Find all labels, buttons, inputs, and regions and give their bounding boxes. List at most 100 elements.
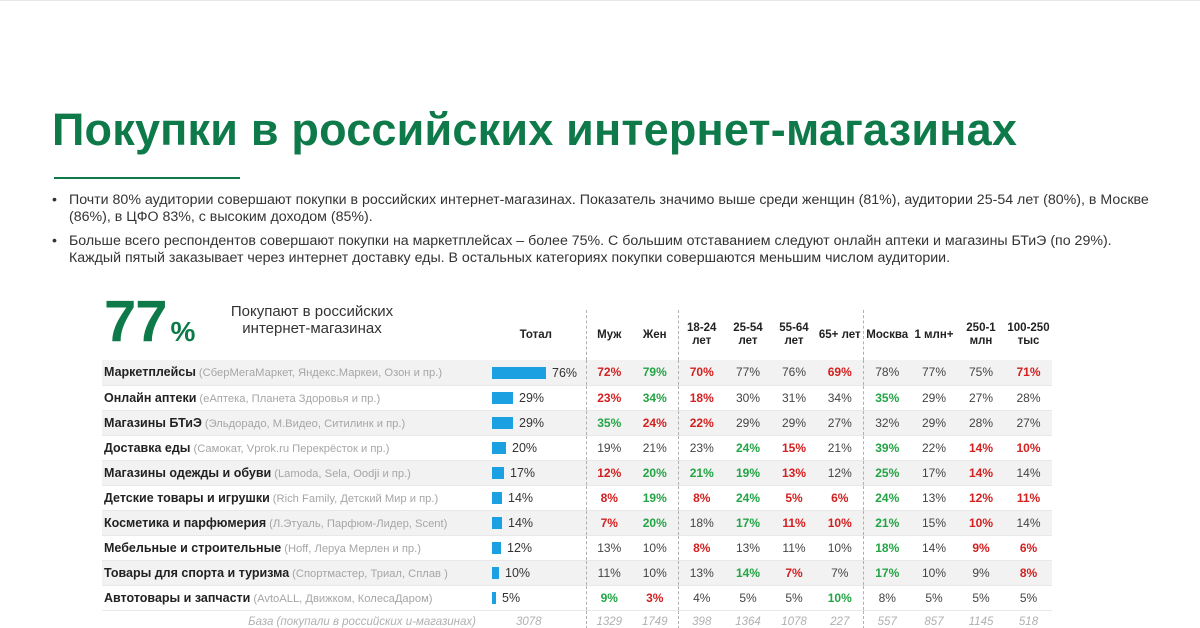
total-cell: 14% (486, 510, 586, 536)
total-cell: 14% (486, 485, 586, 511)
total-cell: 5% (486, 585, 586, 611)
category-name: Автотовары и запчасти (104, 590, 251, 605)
value-cell-m: 8% (585, 485, 632, 511)
value-cell-a2554: 29% (725, 410, 771, 436)
total-value: 10% (505, 565, 531, 580)
value-cell-c100: 14% (1005, 460, 1052, 486)
value-cell-c100: 28% (1005, 385, 1052, 411)
value-cell-m: 7% (585, 510, 632, 536)
header-a1824: 18-24 лет (677, 310, 725, 360)
headline-number: 77 (104, 289, 168, 354)
category-name: Доставка еды (104, 440, 191, 455)
value-cell-m: 12% (585, 460, 632, 486)
total-value: 5% (502, 590, 521, 605)
base-value: 1329 (585, 610, 632, 628)
base-value: 1749 (641, 616, 668, 628)
value-cell-a65: 10% (817, 510, 863, 536)
value-cell-m: 35% (585, 410, 632, 436)
header-c100: 100-250 тыс (1007, 322, 1050, 347)
table-row: Доставка еды (Самокат, Vprok.ru Перекрёст… (102, 435, 1052, 461)
category-cell: Детские товары и игрушки (Rich Family, Де… (102, 485, 486, 511)
category-name: Магазины одежды и обуви (104, 465, 272, 480)
base-value: 3078 (516, 616, 542, 628)
category-name: Маркетплейсы (104, 365, 196, 380)
value-cell-c250: 27% (957, 385, 1005, 411)
total-cell: 76% (486, 360, 586, 386)
total-bar (492, 591, 496, 604)
total-bar (492, 391, 513, 404)
total-value: 14% (508, 490, 534, 505)
value-cell-a5564: 5% (771, 585, 817, 611)
value-cell-a1824: 18% (677, 510, 725, 536)
table-row: Косметика и парфюмерия (Л.Этуаль, Парфюм-… (102, 510, 1052, 536)
category-cell: Маркетплейсы (СберМегаМаркет, Яндекс.Марк… (102, 360, 486, 386)
value-cell-a65: 34% (817, 385, 863, 411)
header-total: Тотал (519, 328, 552, 341)
category-cell: Автотовары и запчасти (AvtoALL, Движком, … (102, 585, 486, 611)
total-cell: 20% (486, 435, 586, 461)
table-row: Магазины одежды и обуви (Lamoda, Sela, Oo… (102, 460, 1052, 486)
value-cell-c100: 10% (1005, 435, 1052, 461)
header-blank (102, 310, 486, 360)
value-cell-c250: 14% (957, 460, 1005, 486)
table-row: Детские товары и игрушки (Rich Family, Де… (102, 485, 1052, 511)
base-value: 227 (830, 616, 850, 628)
header-a2554: 25-54 лет (733, 322, 763, 347)
table-row: Автотовары и запчасти (AvtoALL, Движком, … (102, 585, 1052, 611)
value-cell-c100: 6% (1005, 535, 1052, 561)
value-cell-f: 79% (632, 360, 678, 386)
category-examples: (СберМегаМаркет, Яндекс.Маркеи, Озон и п… (198, 367, 443, 380)
table-row: Маркетплейсы (СберМегаМаркет, Яндекс.Марк… (102, 360, 1052, 386)
value-cell-m: 13% (585, 535, 632, 561)
value-cell-c1m: 22% (911, 435, 957, 461)
value-cell-c250: 9% (957, 560, 1005, 586)
value-cell-a1824: 21% (677, 460, 725, 486)
value-cell-f: 10% (632, 560, 678, 586)
value-cell-moscow: 32% (862, 410, 911, 436)
value-cell-c1m: 14% (911, 535, 957, 561)
value-cell-moscow: 35% (862, 385, 911, 411)
value-cell-c250: 75% (957, 360, 1005, 386)
value-cell-c250: 14% (957, 435, 1005, 461)
value-cell-c100: 8% (1005, 560, 1052, 586)
category-examples: (Спортмастер, Триал, Сплав ) (292, 567, 448, 580)
value-cell-a2554: 19% (725, 460, 771, 486)
value-cell-m: 72% (585, 360, 632, 386)
value-cell-a5564: 13% (771, 460, 817, 486)
value-cell-a1824: 4% (677, 585, 725, 611)
value-cell-c100: 14% (1005, 510, 1052, 536)
total-value: 76% (552, 365, 578, 380)
category-examples: (Rich Family, Детский Мир и пр.) (272, 492, 439, 505)
category-cell: Мебельные и строительные (Hoff, Леруа Мер… (102, 535, 486, 561)
header-f: Жен (642, 328, 667, 341)
value-cell-a2554: 17% (725, 510, 771, 536)
value-cell-f: 10% (632, 535, 678, 561)
total-bar (492, 541, 501, 554)
header-a5564: 55-64 лет (779, 322, 809, 347)
table-row: Магазины БТиЭ (Эльдорадо, М.Видео, Ситили… (102, 410, 1052, 436)
value-cell-a5564: 11% (771, 535, 817, 561)
value-cell-moscow: 24% (862, 485, 911, 511)
total-value: 29% (519, 415, 545, 430)
value-cell-moscow: 8% (862, 585, 911, 611)
total-bar (492, 566, 499, 579)
value-cell-a5564: 76% (771, 360, 817, 386)
category-cell: Магазины БТиЭ (Эльдорадо, М.Видео, Ситили… (102, 410, 486, 436)
value-cell-a1824: 13% (677, 560, 725, 586)
value-cell-a2554: 30% (725, 385, 771, 411)
value-cell-a2554: 77% (725, 360, 771, 386)
total-cell: 10% (486, 560, 586, 586)
headline-label: Покупают в российских интернет-магазинах (230, 303, 394, 337)
value-cell-a1824: 8% (677, 535, 725, 561)
base-value: 1145 (968, 616, 994, 628)
total-cell: 12% (486, 535, 586, 561)
total-value: 12% (507, 540, 533, 555)
base-value: 518 (1018, 616, 1039, 628)
value-cell-c1m: 10% (911, 560, 957, 586)
bullet-1: Почти 80% аудитории совершают покупки в … (50, 192, 1160, 226)
category-cell: Магазины одежды и обуви (Lamoda, Sela, Oo… (102, 460, 486, 486)
headline-unit: % (170, 316, 196, 347)
value-cell-f: 3% (632, 585, 678, 611)
value-cell-c100: 11% (1005, 485, 1052, 511)
total-bar (492, 466, 504, 479)
